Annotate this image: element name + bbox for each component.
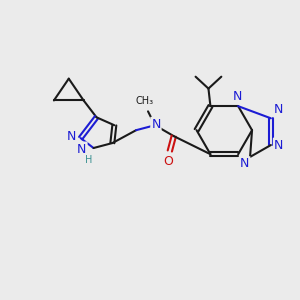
Text: O: O	[163, 155, 173, 168]
Text: H: H	[85, 155, 92, 165]
Text: N: N	[66, 130, 76, 142]
Text: N: N	[274, 139, 283, 152]
Text: CH₃: CH₃	[136, 96, 154, 106]
Text: N: N	[274, 103, 283, 116]
Text: N: N	[240, 157, 250, 170]
Text: N: N	[151, 118, 160, 131]
Text: N: N	[77, 142, 87, 155]
Text: N: N	[232, 90, 242, 103]
